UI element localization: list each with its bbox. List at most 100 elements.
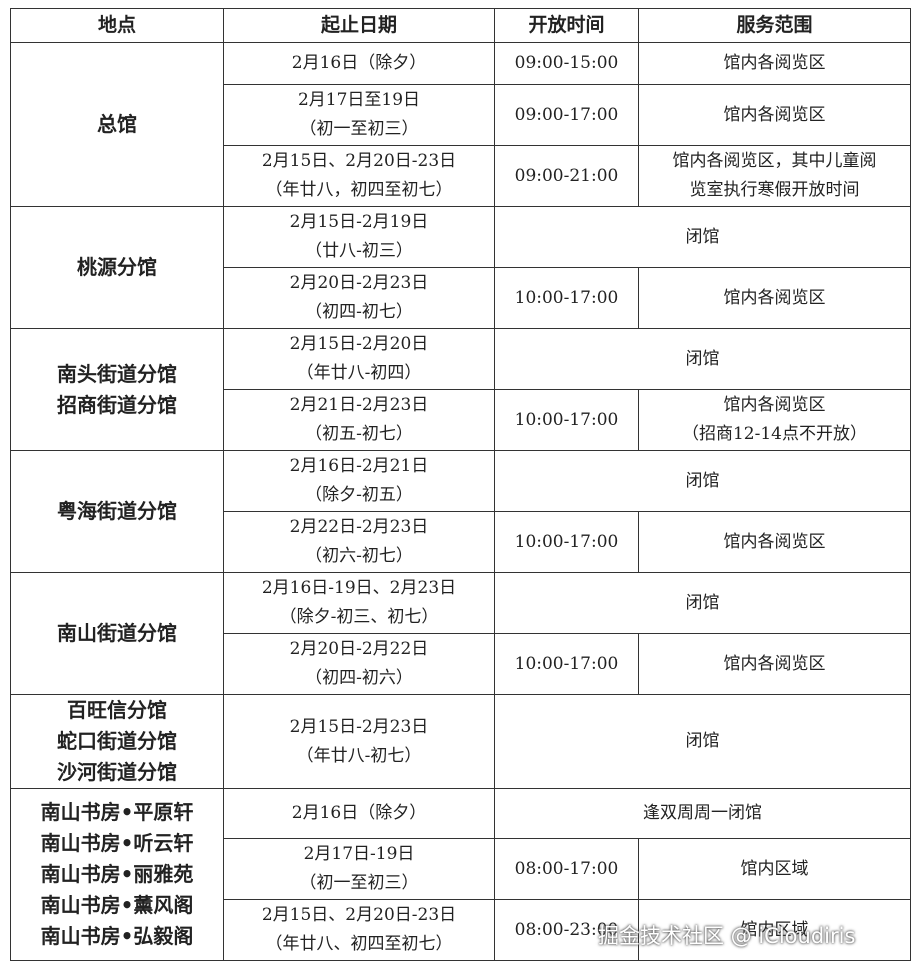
header-row: 地点 起止日期 开放时间 服务范围 — [10, 8, 911, 43]
text-line: 馆内各阅览区 — [723, 653, 826, 674]
header-cell: 地点 — [10, 8, 224, 43]
text-line: （除夕-初三、初七） — [279, 607, 439, 627]
text-line: 南山街道分馆 — [57, 621, 177, 645]
text-line: 南山书房•薰风阁 — [40, 893, 194, 917]
date-cell: 2月15日-2月20日 （年廿八-初四） — [223, 328, 495, 390]
table-row: 南山书房•平原轩 南山书房•听云轩 南山书房•丽雅苑 南山书房•薰风阁 南山书房•弘毅阁… — [10, 788, 911, 961]
text-line: （初一至初三） — [299, 119, 419, 139]
text-line: 招商街道分馆 — [57, 392, 177, 417]
date-cell: 2月16日（除夕） — [223, 788, 495, 839]
scope-cell: 馆内各阅览区 — [638, 267, 911, 329]
time-cell: 09:00-17:00 — [494, 84, 639, 146]
text-line: 南头街道分馆 — [57, 361, 177, 386]
date-cell: 2月16日-19日、2月23日 （除夕-初三、初七） — [223, 572, 495, 634]
table-row: 总馆 2月16日（除夕） 09:00-15:00 馆内各阅览区 — [10, 42, 911, 207]
time-cell: 10:00-17:00 — [494, 267, 639, 329]
scope-cell: 馆内各阅览区 — [638, 511, 911, 573]
text-line: 桃源分馆 — [77, 255, 157, 279]
text-line: 南山书房•丽雅苑 — [40, 862, 194, 886]
text-line: 总馆 — [97, 112, 137, 136]
text-line: 2月15日-2月20日 — [289, 334, 429, 354]
table-row: 2月22日-2月23日 （初六-初七） 10:00-17:00 馆内各阅览区 — [11, 511, 911, 573]
text-line: 馆内各阅览区 — [723, 395, 826, 415]
table-row: 2月15日、2月20日-23日 （年廿八、初四至初七） 08:00-23:00 馆内区… — [11, 899, 911, 961]
location-cell: 百旺信分馆蛇口街道分馆 沙河街道分馆 — [10, 694, 224, 789]
text-line: （年廿八、初四至初七） — [265, 934, 453, 954]
text-line: 2月17日至19日 — [297, 90, 421, 110]
location-cell: 总馆 — [10, 42, 224, 207]
schedule-table: 地点 起止日期 开放时间 服务范围 总馆 2月16日（除夕） 09:00-15:00 馆内各… — [10, 8, 911, 961]
text-line: 2月16日-2月21日 — [289, 456, 429, 476]
text-line: （年廿八-初四） — [296, 363, 422, 383]
text-line: 馆内各阅览区 — [723, 53, 826, 73]
date-cell: 2月21日-2月23日 （初五-初七） — [223, 389, 495, 451]
date-cell: 2月15日、2月20日-23日 （年廿八，初四至初七） — [223, 145, 495, 207]
text-line: 蛇口街道分馆 — [57, 729, 177, 753]
header-cell: 服务范围 — [638, 8, 911, 43]
location-cell: 南山书房•平原轩 南山书房•听云轩 南山书房•丽雅苑 南山书房•薰风阁 南山书房•弘毅阁 — [10, 788, 224, 961]
text-line: 馆内各阅览区 — [723, 531, 826, 552]
text-line: 馆内各阅览区 — [723, 287, 826, 308]
text-line: 2月17日-19日 — [303, 844, 415, 864]
time-cell: 10:00-17:00 — [494, 389, 639, 451]
text-line: 沙河街道分馆 — [57, 760, 177, 784]
text-line: 2月20日-2月22日 — [289, 639, 429, 659]
time-cell: 10:00-17:00 — [494, 511, 639, 573]
table-row: 2月17日-19日 （初一至初三） 08:00-17:00 馆内区域 — [11, 838, 911, 900]
text-line: 2月15日-2月23日 — [289, 716, 429, 737]
text-line: 馆内各阅览区 — [723, 104, 826, 125]
scope-cell: 馆内区域 — [638, 838, 911, 900]
date-cell: 2月16日-2月21日 （除夕-初五） — [223, 450, 495, 512]
text-line: 2月15日、2月20日-23日 — [261, 151, 457, 171]
table-row: 粤海街道分馆 2月16日-2月21日 （除夕-初五） 闭馆 — [10, 450, 911, 573]
text-line: 2月22日-2月23日 — [289, 517, 429, 537]
date-cell: 2月17日至19日 （初一至初三） — [223, 84, 495, 146]
location-cell: 南头街道分馆 招商街道分馆 — [10, 328, 224, 451]
date-cell: 2月16日（除夕） — [223, 42, 495, 85]
merged-cell: 逢双周周一闭馆 — [494, 788, 911, 839]
text-line: 览室执行寒假开放时间 — [689, 180, 860, 200]
text-line: （招商12-14点不开放） — [681, 424, 867, 444]
header-cell: 开放时间 — [494, 8, 639, 43]
merged-cell: 闭馆 — [494, 328, 911, 390]
date-cell: 2月15日-2月19日 （廿八-初三） — [223, 206, 495, 268]
scope-cell: 馆内各阅览区 — [638, 84, 911, 146]
table-row: 2月20日-2月23日 （初四-初七） 10:00-17:00 馆内各阅览区 — [11, 267, 911, 329]
text-line: 馆内各阅览区，其中儿童阅 — [672, 151, 877, 171]
text-line: 2月20日-2月23日 — [289, 273, 429, 293]
date-cell: 2月20日-2月22日 （初四-初六） — [223, 633, 495, 695]
time-cell: 08:00-23:00 — [494, 899, 639, 961]
merged-cell: 闭馆 — [494, 206, 911, 268]
text-line: 2月16日-19日、2月23日 — [261, 578, 457, 598]
text-line: 馆内区域 — [740, 858, 809, 879]
table-row: 桃源分馆 2月15日-2月19日 （廿八-初三） 闭馆 — [10, 206, 911, 329]
date-cell: 2月20日-2月23日 （初四-初七） — [223, 267, 495, 329]
time-cell: 08:00-17:00 — [494, 838, 639, 900]
text-line: 南山书房•听云轩 — [40, 831, 194, 855]
text-line: （初一至初三） — [299, 873, 419, 893]
text-line: （初五-初七） — [305, 424, 413, 444]
table-row: 百旺信分馆 蛇口街道分馆 沙河街道分馆 2月15日-2月23日 （年廿八-初七） 闭馆 — [10, 694, 911, 789]
date-cell: 2月15日、2月20日-23日 （年廿八、初四至初七） — [223, 899, 495, 961]
watermark: 掘金技术社区 @ iCloudiris — [598, 924, 856, 948]
text-line: 百旺信分馆 — [67, 698, 167, 722]
text-line: （初六-初七） — [305, 546, 413, 566]
text-line: 南山书房•平原轩 — [40, 800, 194, 824]
merged-cell: 闭馆 — [494, 450, 911, 512]
scope-cell: 馆内各阅览区 — [638, 42, 911, 85]
text-line: （年廿八，初四至初七） — [265, 180, 453, 200]
table-body: 总馆 2月16日（除夕） 09:00-15:00 馆内各阅览区 2月17日至19日 （初一… — [10, 42, 911, 961]
text-line: 南山书房•弘毅阁 — [40, 924, 194, 948]
location-cell: 南山街道分馆 — [10, 572, 224, 695]
time-cell: 10:00-17:00 — [494, 633, 639, 695]
text-line: （除夕-初五） — [305, 485, 413, 505]
date-cell: 2月15日-2月23日 （年廿八-初七） — [223, 694, 495, 789]
time-cell: 09:00-15:00 — [494, 42, 639, 85]
location-cell: 桃源分馆 — [10, 206, 224, 329]
scope-cell: 馆内区域 — [638, 899, 911, 961]
text-line: （初四-初六） — [305, 668, 413, 688]
table-row: 2月15日、2月20日-23日 （年廿八，初四至初七） 09:00-21:00 馆内各… — [11, 145, 911, 207]
merged-cell: 闭馆 — [494, 572, 911, 634]
table-row: 2月21日-2月23日 （初五-初七） 10:00-17:00 馆内各阅览区 （招商12… — [11, 389, 911, 451]
